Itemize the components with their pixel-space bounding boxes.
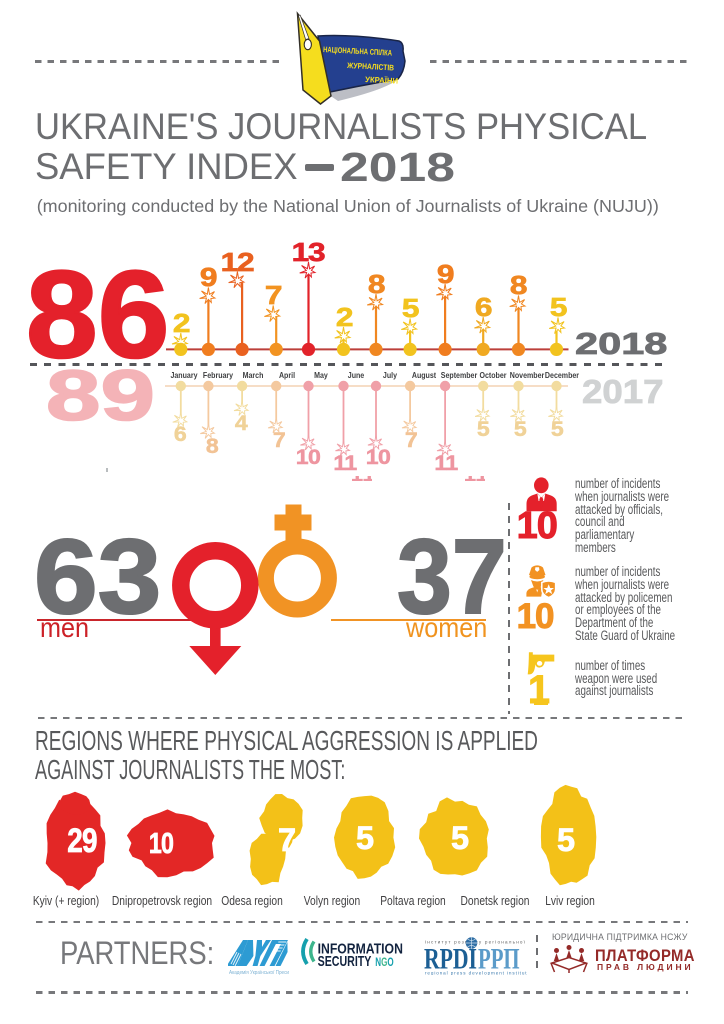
svg-text:УКРАЇНИ: УКРАЇНИ	[365, 75, 399, 86]
svg-text:НАЦІОНАЛЬНА СПІЛКА: НАЦІОНАЛЬНА СПІЛКА	[323, 45, 393, 58]
svg-text:RPDI: RPDI	[424, 943, 477, 976]
svg-text:ЖУРНАЛІСТІВ: ЖУРНАЛІСТІВ	[346, 61, 394, 73]
svg-text:Академія Української Преси: Академія Української Преси	[229, 970, 289, 976]
svg-text:NGO: NGO	[375, 955, 393, 969]
svg-text:SECURITY: SECURITY	[318, 954, 372, 970]
svg-text:РРП: РРП	[478, 943, 520, 976]
svg-text:INFORMATION: INFORMATION	[318, 942, 403, 958]
svg-text:regional press development: regional press development institute	[425, 971, 527, 976]
